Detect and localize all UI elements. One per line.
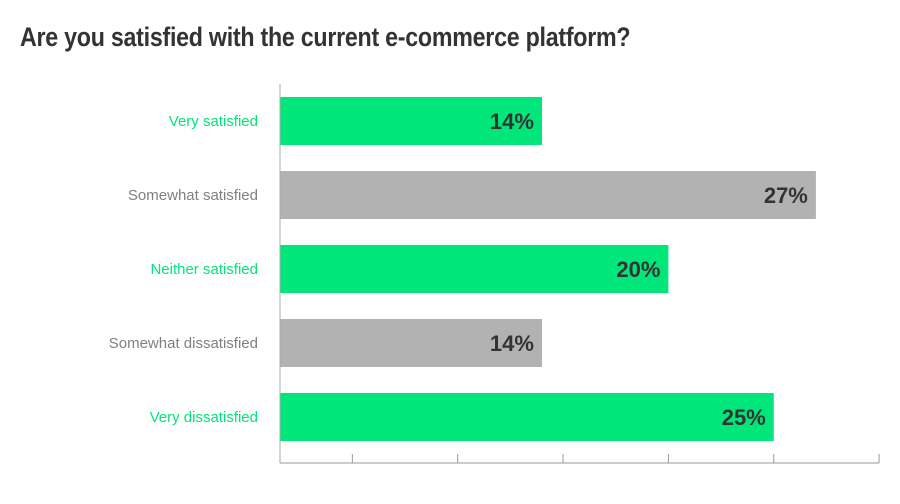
chart-title: Are you satisfied with the current e-com… bbox=[20, 22, 631, 52]
category-label: Somewhat dissatisfied bbox=[109, 335, 258, 352]
value-label: 14% bbox=[490, 331, 534, 356]
category-label: Somewhat satisfied bbox=[128, 187, 258, 204]
value-label: 25% bbox=[722, 405, 766, 430]
bar bbox=[280, 393, 774, 441]
category-label: Very satisfied bbox=[169, 113, 258, 130]
category-label: Very dissatisfied bbox=[150, 409, 258, 426]
value-label: 27% bbox=[764, 183, 808, 208]
bar bbox=[280, 97, 542, 145]
category-label: Neither satisfied bbox=[150, 261, 258, 278]
value-label: 20% bbox=[616, 257, 660, 282]
bar bbox=[280, 171, 816, 219]
bar bbox=[280, 319, 542, 367]
value-label: 14% bbox=[490, 109, 534, 134]
bar bbox=[280, 245, 669, 293]
